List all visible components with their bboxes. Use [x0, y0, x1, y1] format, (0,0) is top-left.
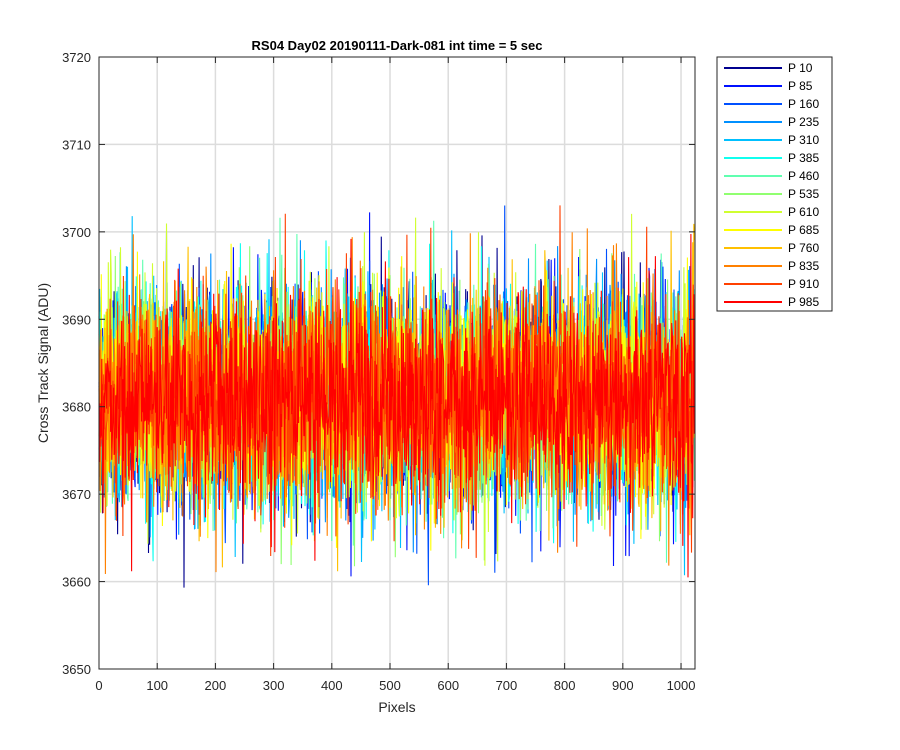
y-tick-label: 3720 — [62, 50, 91, 65]
y-tick-label: 3690 — [62, 312, 91, 327]
legend-label: P 160 — [788, 97, 819, 111]
x-axis-label: Pixels — [378, 699, 415, 715]
legend-box — [716, 56, 833, 312]
series-lines — [98, 205, 695, 588]
y-tick-label: 3650 — [62, 662, 91, 677]
legend-label: P 460 — [788, 169, 819, 183]
x-tick-label: 700 — [496, 678, 518, 693]
plot-frame — [98, 56, 696, 670]
legend-label: P 385 — [788, 151, 819, 165]
legend-label: P 910 — [788, 277, 819, 291]
x-tick-label: 1000 — [667, 678, 696, 693]
chart-title: RS04 Day02 20190111-Dark-081 int time = … — [252, 38, 543, 53]
x-tick-label: 500 — [379, 678, 401, 693]
y-tick-label: 3700 — [62, 225, 91, 240]
legend-label: P 610 — [788, 205, 819, 219]
axis-ticks — [98, 56, 695, 670]
y-tick-label: 3670 — [62, 487, 91, 502]
legend: P 10 P 85 P 160 P 235 P 310 P 385 P 460 P 535 P … — [716, 56, 833, 312]
legend-label: P 685 — [788, 223, 819, 237]
legend-label: P 535 — [788, 187, 819, 201]
x-tick-label: 600 — [437, 678, 459, 693]
x-tick-label: 900 — [612, 678, 634, 693]
x-tick-label: 0 — [95, 678, 102, 693]
legend-label: P 835 — [788, 259, 819, 273]
x-tick-labels: 0 100 200 300 400 500 600 700 800 900 1000 — [95, 678, 695, 693]
legend-label: P 235 — [788, 115, 819, 129]
series-line-p-985 — [98, 233, 695, 578]
plot-area — [98, 56, 696, 670]
y-tick-label: 3660 — [62, 575, 91, 590]
legend-label: P 10 — [788, 61, 813, 75]
legend-label: P 85 — [788, 79, 813, 93]
legend-label: P 985 — [788, 295, 819, 309]
series-line-p-835 — [98, 228, 695, 575]
x-tick-label: 200 — [205, 678, 227, 693]
x-tick-label: 400 — [321, 678, 343, 693]
y-axis-label: Cross Track Signal (ADU) — [35, 283, 51, 443]
y-tick-labels: 3650 3660 3670 3680 3690 3700 3710 3720 — [62, 50, 91, 677]
x-tick-label: 100 — [146, 678, 168, 693]
y-tick-label: 3680 — [62, 400, 91, 415]
legend-label: P 760 — [788, 241, 819, 255]
x-tick-label: 300 — [263, 678, 285, 693]
legend-label: P 310 — [788, 133, 819, 147]
x-tick-label: 800 — [554, 678, 576, 693]
y-tick-label: 3710 — [62, 137, 91, 152]
